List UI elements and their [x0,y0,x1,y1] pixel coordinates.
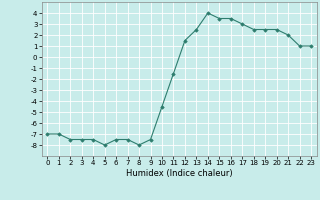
X-axis label: Humidex (Indice chaleur): Humidex (Indice chaleur) [126,169,233,178]
